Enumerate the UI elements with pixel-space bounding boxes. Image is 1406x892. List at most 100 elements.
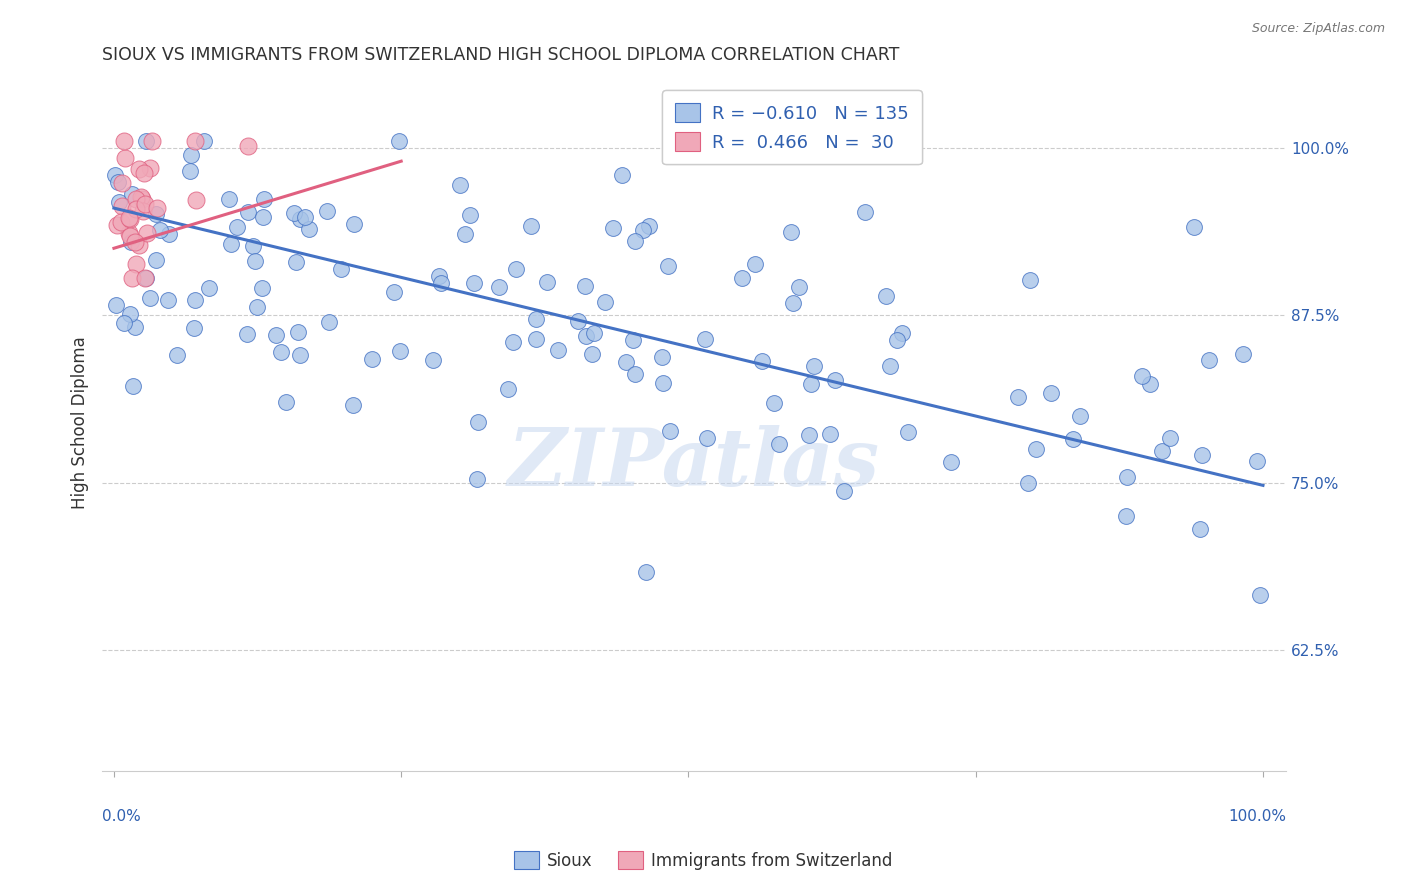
Point <box>505 262 527 277</box>
Point <box>581 347 603 361</box>
Point <box>891 326 914 341</box>
Point <box>343 217 366 231</box>
Point <box>287 325 309 339</box>
Point <box>388 134 411 148</box>
Point <box>139 161 162 175</box>
Point <box>121 270 143 285</box>
Point <box>1039 386 1062 401</box>
Point <box>731 270 754 285</box>
Point <box>236 139 259 153</box>
Point <box>695 332 717 346</box>
Point <box>696 431 718 445</box>
Point <box>1062 432 1084 446</box>
Point <box>621 333 644 347</box>
Text: 0.0%: 0.0% <box>103 809 141 824</box>
Point <box>124 202 146 216</box>
Point <box>547 343 569 358</box>
Point <box>1189 522 1212 536</box>
Point <box>582 326 605 340</box>
Legend: R = −0.610   N = 135, R =  0.466   N =  30: R = −0.610 N = 135, R = 0.466 N = 30 <box>662 90 922 164</box>
Point <box>124 235 146 249</box>
Point <box>524 332 547 346</box>
Point <box>236 326 259 341</box>
Point <box>120 235 142 250</box>
Point <box>488 280 510 294</box>
Point <box>799 427 821 442</box>
Point <box>236 204 259 219</box>
Point <box>294 210 316 224</box>
Point <box>252 211 274 225</box>
Point <box>125 192 148 206</box>
Point <box>465 472 488 486</box>
Point <box>800 376 823 391</box>
Point <box>744 257 766 271</box>
Point <box>458 208 481 222</box>
Point <box>274 395 297 409</box>
Point <box>657 260 679 274</box>
Point <box>342 398 364 412</box>
Point <box>290 348 312 362</box>
Point <box>330 261 353 276</box>
Point <box>502 334 524 349</box>
Point <box>624 234 647 248</box>
Point <box>253 192 276 206</box>
Point <box>1115 470 1137 484</box>
Point <box>820 427 842 442</box>
Point <box>110 215 132 229</box>
Point <box>1182 219 1205 234</box>
Point <box>197 281 219 295</box>
Point <box>183 320 205 334</box>
Point <box>1130 369 1153 384</box>
Point <box>131 192 153 206</box>
Point <box>638 219 661 233</box>
Point <box>149 223 172 237</box>
Point <box>602 220 624 235</box>
Point <box>875 289 897 303</box>
Point <box>124 320 146 334</box>
Point <box>105 219 128 233</box>
Point <box>634 565 657 579</box>
Point <box>1246 453 1268 467</box>
Point <box>112 134 135 148</box>
Point <box>132 166 155 180</box>
Point <box>1017 476 1039 491</box>
Point <box>614 355 637 369</box>
Point <box>242 239 264 253</box>
Point <box>180 148 202 162</box>
Point <box>467 415 489 429</box>
Point <box>658 424 681 438</box>
Point <box>1198 353 1220 368</box>
Point <box>270 345 292 359</box>
Point <box>1018 273 1040 287</box>
Point <box>879 359 901 373</box>
Text: ZIPatlas: ZIPatlas <box>508 425 880 503</box>
Text: SIOUX VS IMMIGRANTS FROM SWITZERLAND HIGH SCHOOL DIPLOMA CORRELATION CHART: SIOUX VS IMMIGRANTS FROM SWITZERLAND HIG… <box>103 46 900 64</box>
Point <box>1025 442 1047 457</box>
Point <box>939 455 962 469</box>
Point <box>225 219 247 234</box>
Point <box>768 437 790 451</box>
Point <box>128 237 150 252</box>
Point <box>245 300 267 314</box>
Point <box>288 212 311 227</box>
Point <box>134 270 156 285</box>
Point <box>897 425 920 439</box>
Point <box>219 237 242 252</box>
Point <box>610 168 633 182</box>
Point <box>782 295 804 310</box>
Point <box>652 376 675 390</box>
Point <box>145 207 167 221</box>
Point <box>138 292 160 306</box>
Point <box>1069 409 1091 423</box>
Point <box>218 192 240 206</box>
Point <box>631 223 654 237</box>
Point <box>422 353 444 368</box>
Point <box>264 328 287 343</box>
Point <box>886 333 908 347</box>
Point <box>751 354 773 368</box>
Point <box>108 195 131 210</box>
Point <box>114 151 136 165</box>
Point <box>780 225 803 239</box>
Point <box>193 134 215 148</box>
Point <box>184 194 207 208</box>
